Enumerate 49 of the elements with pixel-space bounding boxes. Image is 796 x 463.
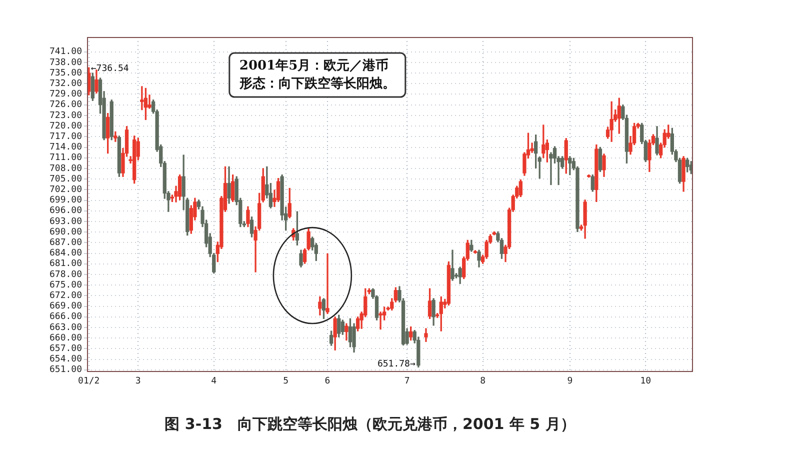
y-tick-label: 732.00 bbox=[49, 78, 82, 89]
y-tick-label: 735.00 bbox=[49, 68, 82, 78]
x-tick-label: 9 bbox=[567, 376, 573, 387]
x-tick-label: 8 bbox=[480, 376, 486, 387]
x-tick-label: 4 bbox=[211, 376, 217, 387]
y-tick-label: 723.00 bbox=[49, 110, 82, 121]
y-tick-label: 714.00 bbox=[49, 142, 82, 153]
y-tick-label: 669.00 bbox=[49, 302, 82, 312]
y-tick-label: 726.00 bbox=[49, 100, 82, 110]
y-tick-label: 720.00 bbox=[49, 121, 82, 132]
annotation: 形态：向下跌空等长阳烛。 bbox=[238, 75, 396, 92]
x-tick-label: 3 bbox=[135, 376, 141, 387]
y-tick-label: 738.00 bbox=[49, 58, 82, 68]
y-tick-label: 663.00 bbox=[49, 322, 82, 333]
y-tick-label: 651.00 bbox=[49, 365, 82, 376]
x-tick-label: 5 bbox=[283, 376, 289, 387]
annotation: ←736.54 bbox=[90, 64, 129, 74]
text: 图 3-13 向下跳空等长阳烛（欧元兑港币，2001 年 5 月） bbox=[164, 414, 576, 433]
y-tick-label: 684.00 bbox=[49, 248, 82, 259]
y-tick-label: 699.00 bbox=[49, 196, 82, 206]
y-tick-label: 666.00 bbox=[49, 312, 82, 322]
y-tick-label: 660.00 bbox=[49, 333, 82, 344]
candlestick bbox=[549, 152, 553, 186]
x-tick-label: 7 bbox=[404, 376, 410, 387]
y-tick-label: 678.00 bbox=[49, 270, 82, 280]
y-tick-label: 654.00 bbox=[49, 354, 82, 365]
y-tick-label: 675.00 bbox=[49, 280, 82, 290]
y-tick-label: 711.00 bbox=[49, 153, 82, 164]
annotation: 2001年5月：欧元／港币 bbox=[239, 57, 389, 74]
y-tick-label: 741.00 bbox=[49, 47, 82, 58]
y-tick-label: 705.00 bbox=[49, 174, 82, 184]
y-tick-label: 687.00 bbox=[49, 238, 82, 248]
candlestick bbox=[326, 253, 330, 314]
y-tick-label: 729.00 bbox=[49, 90, 82, 100]
annotation: 651.78→ bbox=[377, 359, 416, 370]
y-tick-label: 702.00 bbox=[49, 185, 82, 195]
candlestick bbox=[148, 94, 152, 109]
x-tick-label: 10 bbox=[640, 376, 652, 387]
y-tick-label: 657.00 bbox=[49, 344, 82, 354]
y-tick-label: 717.00 bbox=[49, 132, 82, 142]
candlestick bbox=[378, 312, 382, 330]
y-tick-label: 681.00 bbox=[49, 259, 82, 270]
y-tick-label: 672.00 bbox=[49, 291, 82, 302]
y-tick-label: 696.00 bbox=[49, 206, 82, 216]
y-tick-label: 693.00 bbox=[49, 216, 82, 227]
x-tick-label: 01/2 bbox=[78, 376, 100, 387]
x-tick-label: 6 bbox=[324, 376, 330, 387]
y-tick-label: 708.00 bbox=[49, 164, 82, 174]
y-tick-label: 690.00 bbox=[49, 227, 82, 238]
